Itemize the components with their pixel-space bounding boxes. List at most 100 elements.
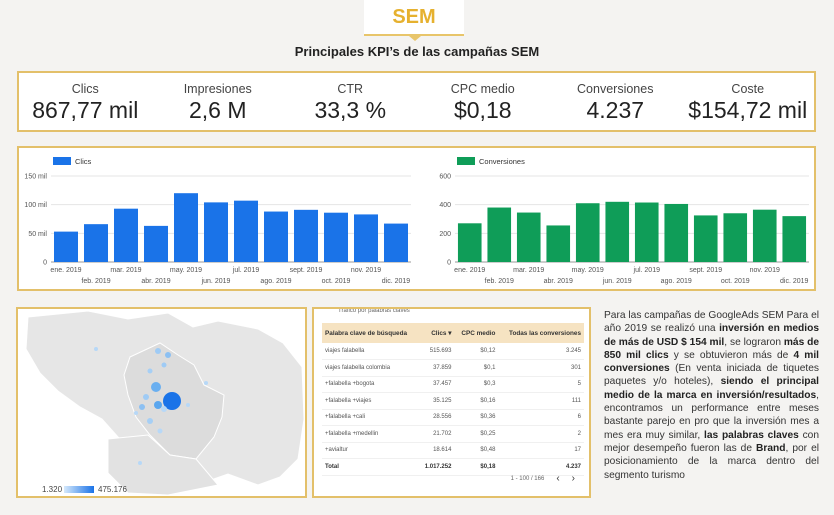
kpi-coste: Coste $154,72 mil bbox=[682, 73, 815, 130]
cell-keyword: +falabella +medellin bbox=[322, 425, 419, 443]
bar bbox=[234, 200, 258, 262]
map-bubble bbox=[94, 347, 98, 351]
x-tick-label: feb. 2019 bbox=[485, 278, 514, 285]
map-bubble bbox=[161, 406, 167, 412]
cell-clics: 18.614 bbox=[418, 442, 455, 459]
map-legend-min: 1.320 bbox=[42, 485, 63, 494]
cell-keyword: viajes falabella bbox=[322, 343, 419, 360]
table-caption: Tráfico por palabras claves bbox=[338, 308, 410, 314]
map-bubble bbox=[138, 461, 142, 465]
bar bbox=[114, 208, 138, 262]
summary-text: , por el posicionamiento de la marca den… bbox=[604, 442, 819, 481]
cell-conversions: 6 bbox=[498, 409, 584, 426]
cell-keyword: +falabella +bogota bbox=[322, 376, 419, 393]
summary-highlight: siendo el principal medio de la marca en… bbox=[604, 376, 819, 401]
bar bbox=[634, 202, 659, 262]
x-tick-label: ene. 2019 bbox=[50, 267, 81, 274]
bar bbox=[664, 203, 689, 262]
bar bbox=[174, 193, 198, 262]
y-tick-label: 600 bbox=[439, 174, 451, 181]
kpi-scorecards: Clics 867,77 mil Impresiones 2,6 M CTR 3… bbox=[17, 71, 816, 132]
map-bubble bbox=[147, 368, 153, 374]
map-bubble bbox=[147, 418, 153, 424]
prev-page-icon[interactable]: ‹ bbox=[556, 473, 560, 484]
table-row: +falabella +bogota 37.457 $0,3 5 bbox=[322, 376, 584, 393]
summary-text: , se lograron bbox=[724, 336, 784, 348]
cell-clics: 21.702 bbox=[418, 425, 455, 443]
x-tick-label: oct. 2019 bbox=[322, 278, 351, 285]
bar bbox=[782, 216, 807, 262]
section-title-tab: SEM bbox=[364, 0, 464, 36]
bar bbox=[324, 212, 348, 262]
cell-conversions: 2 bbox=[498, 425, 584, 443]
x-tick-label: sept. 2019 bbox=[290, 267, 323, 274]
table-row: +avialtur 18.614 $0,48 17 bbox=[322, 442, 584, 459]
legend-swatch bbox=[457, 157, 475, 165]
monthly-charts-panel: 0 50 mil 100 mil 150 mil Clics ene. 2019 feb. … bbox=[17, 146, 816, 291]
table-total-row: Total 1.017.252 $0,18 4.237 bbox=[322, 458, 584, 476]
kpi-cpc: CPC medio $0,18 bbox=[417, 73, 550, 130]
y-tick-label: 200 bbox=[439, 231, 451, 238]
table-header-row: Palabra clave de búsqueda Clics ▾ CPC me… bbox=[322, 323, 584, 343]
cell-clics: 28.556 bbox=[418, 409, 455, 426]
x-tick-label: jun. 2019 bbox=[602, 278, 632, 285]
geo-map-panel: 1.320 475.176 bbox=[16, 307, 307, 498]
bar bbox=[487, 207, 512, 262]
x-tick-label: dic. 2019 bbox=[780, 278, 809, 285]
keyword-table-panel: Tráfico por palabras claves Palabra clav… bbox=[312, 307, 591, 498]
summary-text: y se obtuvieron más de bbox=[668, 349, 794, 361]
column-header-cpc[interactable]: CPC medio bbox=[454, 323, 499, 343]
cell-cpc: $0,48 bbox=[454, 442, 499, 459]
bar bbox=[144, 225, 168, 262]
next-page-icon[interactable]: › bbox=[571, 473, 575, 484]
y-tick-label: 0 bbox=[447, 260, 451, 267]
summary-highlight: las palabras claves bbox=[704, 429, 799, 441]
bar bbox=[204, 202, 228, 262]
bar bbox=[516, 212, 541, 262]
summary-highlight: Brand bbox=[756, 442, 786, 454]
table-row: +falabella +cali 28.556 $0,36 6 bbox=[322, 409, 584, 426]
x-tick-label: may. 2019 bbox=[572, 267, 604, 274]
cell-cpc: $0,25 bbox=[454, 425, 499, 443]
bar bbox=[264, 211, 288, 262]
map-bubble bbox=[143, 394, 149, 400]
kpi-value: $154,72 mil bbox=[688, 97, 808, 123]
map-legend-max: 475.176 bbox=[98, 485, 127, 494]
cell-cpc: $0,3 bbox=[454, 376, 499, 393]
map-bubble bbox=[186, 403, 190, 407]
map-region-south bbox=[107, 434, 219, 496]
column-header-keyword[interactable]: Palabra clave de búsqueda bbox=[322, 323, 419, 343]
table-row: +falabella +medellin 21.702 $0,25 2 bbox=[322, 425, 584, 443]
kpi-label: Clics bbox=[71, 82, 99, 96]
colombia-geo-map[interactable]: 1.320 475.176 bbox=[18, 309, 305, 496]
map-bubbles bbox=[94, 347, 208, 465]
column-header-conversions[interactable]: Todas las conversiones bbox=[498, 323, 584, 343]
cell-conversions: 301 bbox=[498, 359, 584, 377]
y-tick-label: 100 mil bbox=[24, 202, 47, 209]
map-legend-gradient bbox=[64, 486, 94, 493]
x-tick-label: nov. 2019 bbox=[351, 267, 381, 274]
kpi-value: 33,3 % bbox=[314, 97, 387, 123]
cell-conversions: 17 bbox=[498, 442, 584, 459]
column-header-clics[interactable]: Clics ▾ bbox=[418, 323, 455, 343]
kpi-label: CTR bbox=[337, 82, 364, 96]
kpi-value: $0,18 bbox=[453, 97, 512, 123]
y-tick-label: 400 bbox=[439, 202, 451, 209]
table-row: +falabella +viajes 35.125 $0,16 111 bbox=[322, 392, 584, 410]
page-subtitle: Principales KPI’s de las campañas SEM bbox=[294, 44, 540, 59]
x-tick-label: nov. 2019 bbox=[750, 267, 780, 274]
x-tick-label: ago. 2019 bbox=[260, 278, 291, 285]
cell-cpc: $0,16 bbox=[454, 392, 499, 410]
map-bubble bbox=[165, 352, 171, 358]
kpi-label: Impresiones bbox=[183, 82, 252, 96]
kpi-value: 2,6 M bbox=[188, 97, 247, 123]
x-tick-label: abr. 2019 bbox=[141, 278, 170, 285]
map-bubble bbox=[139, 404, 145, 410]
bar bbox=[605, 201, 630, 262]
x-tick-label: ago. 2019 bbox=[661, 278, 692, 285]
cell-conversions: 3.245 bbox=[498, 343, 584, 360]
map-bubble bbox=[157, 428, 163, 434]
bar bbox=[384, 223, 408, 262]
kpi-label: CPC medio bbox=[450, 82, 515, 96]
